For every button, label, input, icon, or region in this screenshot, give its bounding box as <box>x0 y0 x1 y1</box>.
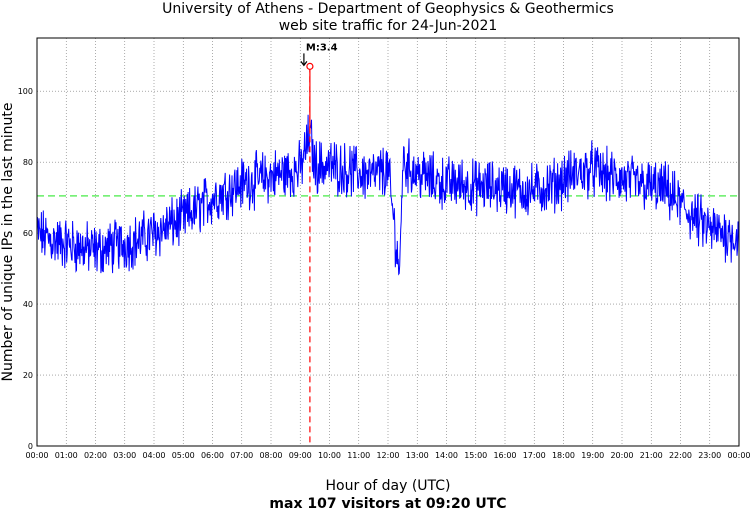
x-tick-label: 20:00 <box>610 451 633 460</box>
x-tick-label: 23:00 <box>698 451 721 460</box>
x-tick-label: 06:00 <box>201 451 224 460</box>
x-tick-label: 09:00 <box>289 451 312 460</box>
chart-subtitle: web site traffic for 24-Jun-2021 <box>279 18 498 34</box>
x-tick-label: 00:00 <box>727 451 750 460</box>
max-visitors-note: max 107 visitors at 09:20 UTC <box>269 496 506 511</box>
x-tick-label: 01:00 <box>55 451 78 460</box>
y-axis-label: Number of unique IPs in the last minute <box>0 103 16 382</box>
y-tick-label: 20 <box>23 371 33 380</box>
series-line <box>36 114 740 276</box>
x-tick-label: 03:00 <box>113 451 136 460</box>
y-tick-label: 100 <box>18 87 33 96</box>
x-tick-label: 18:00 <box>552 451 575 460</box>
x-tick-label: 15:00 <box>464 451 487 460</box>
event-arrow-icon <box>300 53 308 67</box>
x-tick-labels: 00:00 01:00 02:00 03:00 04:00 05:00 06:00 07:00… <box>25 451 750 460</box>
x-tick-label: 19:00 <box>581 451 604 460</box>
plot-frame <box>36 37 740 447</box>
event-label: M:3.4 <box>306 42 338 53</box>
y-tick-labels: 0 20 40 60 80 100 <box>18 87 33 451</box>
x-axis-label: Hour of day (UTC) <box>326 478 451 494</box>
x-tick-label: 12:00 <box>376 451 399 460</box>
event-marker <box>306 62 314 70</box>
x-tick-label: 16:00 <box>493 451 516 460</box>
x-tick-label: 05:00 <box>172 451 195 460</box>
y-tick-label: 60 <box>23 229 33 238</box>
y-tick-label: 40 <box>23 300 33 309</box>
x-tick-label: 07:00 <box>230 451 253 460</box>
x-tick-label: 21:00 <box>640 451 663 460</box>
x-tick-label: 00:00 <box>25 451 48 460</box>
x-tick-label: 10:00 <box>318 451 341 460</box>
x-tick-label: 08:00 <box>259 451 282 460</box>
x-tick-label: 13:00 <box>406 451 429 460</box>
chart-title: University of Athens - Department of Geo… <box>162 1 614 17</box>
x-tick-label: 14:00 <box>435 451 458 460</box>
y-tick-label: 0 <box>28 442 33 451</box>
x-tick-label: 22:00 <box>669 451 692 460</box>
y-tick-label: 80 <box>23 158 33 167</box>
x-tick-label: 11:00 <box>347 451 370 460</box>
x-tick-label: 02:00 <box>84 451 107 460</box>
x-tick-label: 17:00 <box>523 451 546 460</box>
x-tick-label: 04:00 <box>142 451 165 460</box>
